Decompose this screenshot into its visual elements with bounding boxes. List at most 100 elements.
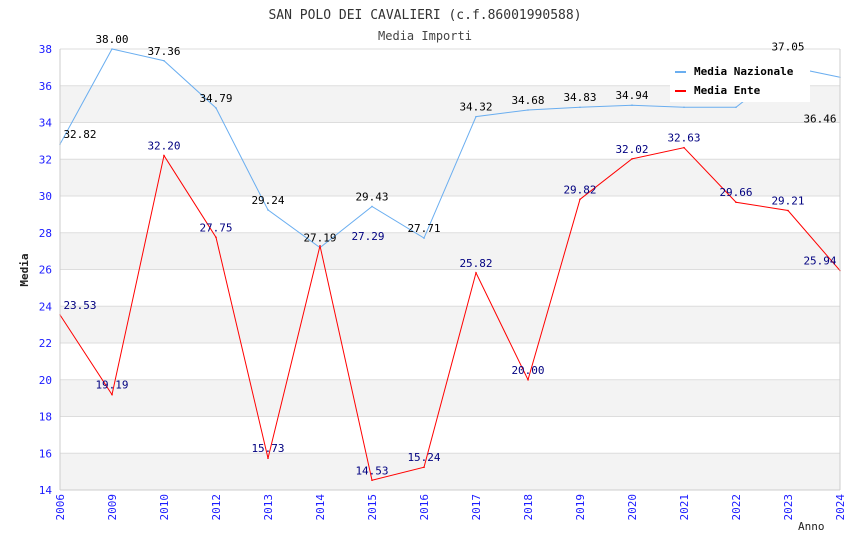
data-label: 32.82: [63, 128, 96, 141]
y-axis-label: Media: [18, 253, 31, 286]
data-label: 34.68: [511, 94, 544, 107]
x-tick-label: 2014: [314, 494, 327, 521]
data-point: [423, 237, 425, 239]
data-label: 23.53: [63, 299, 96, 312]
x-tick-label: 2012: [210, 494, 223, 521]
data-point: [215, 236, 217, 239]
data-point: [423, 466, 425, 469]
data-point: [267, 209, 269, 211]
data-label: 27.75: [199, 221, 232, 234]
grid-band: [60, 453, 840, 490]
data-label: 34.94: [615, 89, 648, 102]
grid-band: [60, 306, 840, 343]
y-tick-label: 16: [39, 447, 52, 460]
data-point: [527, 378, 529, 381]
x-tick-label: 2006: [54, 494, 67, 521]
y-tick-label: 18: [39, 411, 52, 424]
data-point: [267, 457, 269, 460]
data-label: 34.79: [199, 92, 232, 105]
y-tick-label: 34: [39, 117, 53, 130]
data-point: [579, 106, 581, 109]
y-tick-label: 20: [39, 374, 52, 387]
data-point: [527, 109, 529, 111]
x-tick-label: 2015: [366, 494, 379, 521]
data-label: 29.24: [251, 194, 284, 207]
chart-subtitle: Media Importi: [378, 29, 472, 43]
grid-band: [60, 379, 840, 417]
series-line-nazionale: [59, 48, 841, 249]
data-label: 25.82: [459, 257, 492, 270]
data-point: [683, 146, 685, 149]
x-tick-label: 2009: [106, 494, 119, 521]
data-point: [631, 158, 633, 160]
data-label: 14.53: [355, 464, 388, 477]
data-point: [631, 104, 633, 107]
data-label: 15.73: [251, 442, 284, 455]
data-point: [579, 198, 581, 201]
legend: Media Nazionale Media Ente: [670, 60, 810, 102]
data-point: [371, 205, 373, 208]
data-label: 29.43: [355, 190, 388, 203]
y-tick-label: 26: [39, 264, 52, 277]
data-label: 34.32: [459, 101, 492, 114]
data-label: 15.24: [407, 451, 440, 464]
data-label: 34.83: [563, 91, 596, 104]
x-tick-label: 2024: [834, 494, 847, 521]
x-tick-label: 2021: [678, 494, 691, 521]
data-label: 36.46: [803, 112, 836, 125]
x-tick-label: 2013: [262, 494, 275, 521]
data-label: 32.20: [147, 140, 180, 153]
grid-band: [60, 232, 840, 270]
x-tick-label: 2010: [158, 494, 171, 521]
data-label: 37.05: [771, 40, 804, 53]
y-tick-label: 36: [39, 80, 52, 93]
x-axis-label: Anno: [798, 520, 825, 533]
y-tick-label: 38: [39, 43, 52, 56]
data-label: 29.66: [719, 186, 752, 199]
y-tick-label: 24: [39, 300, 53, 313]
data-point: [371, 479, 373, 482]
y-tick-label: 22: [39, 337, 52, 350]
data-point: [319, 244, 321, 247]
data-label: 27.71: [407, 222, 440, 235]
data-label: 27.19: [303, 232, 336, 245]
data-label: 37.36: [147, 45, 180, 58]
data-label: 19.19: [95, 379, 128, 392]
x-tick-label: 2023: [782, 494, 795, 521]
data-point: [475, 115, 477, 118]
data-point: [163, 154, 165, 157]
y-tick-label: 30: [39, 190, 52, 203]
x-tick-label: 2019: [574, 494, 587, 521]
data-point: [735, 201, 737, 204]
data-point: [215, 107, 217, 109]
data-point: [163, 59, 165, 62]
data-point: [683, 106, 685, 109]
x-tick-label: 2018: [522, 494, 535, 521]
y-tick-label: 28: [39, 227, 52, 240]
chart-title: SAN POLO DEI CAVALIERI (c.f.86001990588): [268, 8, 581, 23]
x-tick-label: 2016: [418, 494, 431, 521]
data-label: 29.21: [771, 195, 804, 208]
x-tick-label: 2017: [470, 494, 483, 521]
data-point: [111, 48, 113, 50]
x-tick-label: 2022: [730, 494, 743, 521]
x-tick-label: 2020: [626, 494, 639, 521]
data-point: [111, 393, 113, 396]
data-point: [787, 209, 789, 212]
data-label: 20.00: [511, 364, 544, 377]
y-tick-label: 32: [39, 153, 52, 166]
y-tick-label: 14: [39, 484, 53, 497]
legend-label-nazionale: Media Nazionale: [694, 65, 794, 78]
data-label: 32.63: [667, 132, 700, 145]
data-point: [735, 106, 737, 109]
data-label: 25.94: [803, 255, 836, 268]
data-label: 38.00: [95, 33, 128, 46]
legend-label-ente: Media Ente: [694, 84, 761, 97]
series-line-ente: [59, 147, 841, 481]
data-label: 32.02: [615, 143, 648, 156]
data-point: [475, 272, 477, 274]
data-label: 29.82: [563, 183, 596, 196]
data-label: 27.29: [351, 230, 384, 243]
